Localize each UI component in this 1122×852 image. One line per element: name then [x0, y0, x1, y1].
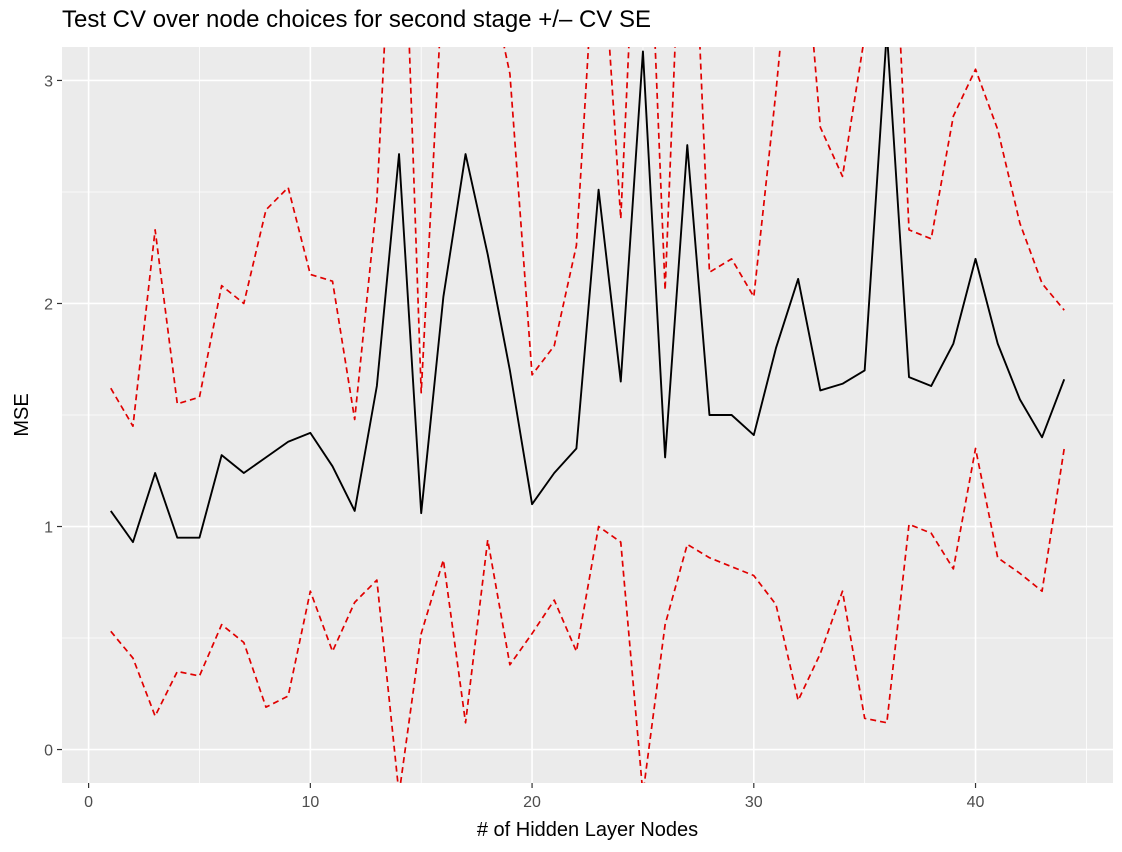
x-tick-label: 30	[745, 794, 763, 811]
series-line-lower	[110, 447, 1066, 783]
series-line-upper	[110, 47, 1065, 428]
axis-ticks: 0 10 20 30 40 0 1 2 3	[44, 73, 984, 811]
y-tick-label: 2	[44, 296, 53, 313]
x-tick-label: 0	[84, 794, 93, 811]
series-layer	[110, 47, 1066, 783]
x-tick-label: 20	[523, 794, 541, 811]
x-tick-label: 40	[967, 794, 985, 811]
y-tick-label: 0	[44, 743, 53, 760]
y-tick-label: 3	[44, 73, 53, 90]
series-line-mean	[110, 47, 1066, 544]
x-tick-label: 10	[301, 794, 319, 811]
y-axis-label: MSE	[11, 393, 33, 436]
y-tick-label: 1	[44, 520, 53, 537]
x-axis-label: # of Hidden Layer Nodes	[477, 819, 698, 841]
chart-title: Test CV over node choices for second sta…	[62, 6, 651, 33]
